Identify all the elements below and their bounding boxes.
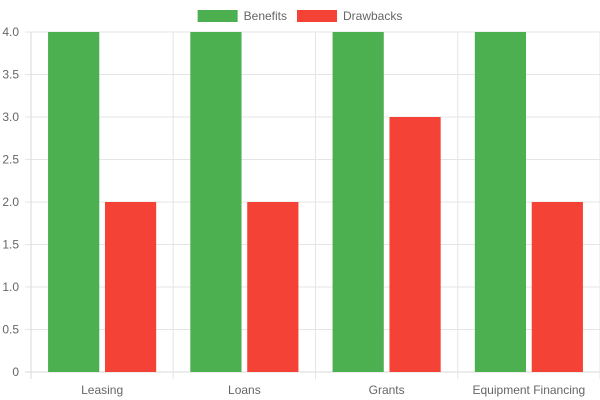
x-tick-label: Leasing xyxy=(81,383,123,397)
bar-drawbacks-loans[interactable] xyxy=(247,202,299,372)
legend-label-drawbacks: Drawbacks xyxy=(343,9,402,23)
y-tick-label: 4.0 xyxy=(2,25,19,39)
legend-item-drawbacks[interactable]: Drawbacks xyxy=(297,9,402,23)
y-tick-label: 3.0 xyxy=(2,110,19,124)
bars xyxy=(48,32,583,372)
legend[interactable]: Benefits Drawbacks xyxy=(197,9,403,23)
legend-swatch-benefits xyxy=(197,10,238,22)
x-tick-label: Grants xyxy=(369,383,405,397)
legend-swatch-drawbacks xyxy=(297,10,337,22)
x-tick-label: Equipment Financing xyxy=(473,383,586,397)
y-tick-label: 1.5 xyxy=(2,238,19,252)
x-tick-label: Loans xyxy=(228,383,261,397)
bar-benefits-loans[interactable] xyxy=(190,32,242,372)
y-tick-label: 3.5 xyxy=(2,68,19,82)
legend-label-benefits: Benefits xyxy=(244,9,287,23)
bar-benefits-leasing[interactable] xyxy=(48,32,100,372)
bar-benefits-equipment-financing[interactable] xyxy=(474,32,527,372)
bar-drawbacks-leasing[interactable] xyxy=(104,202,157,372)
bar-drawbacks-grants[interactable] xyxy=(389,117,441,372)
y-tick-label: 1.0 xyxy=(2,280,19,294)
y-tick-label: 2.5 xyxy=(2,153,19,167)
axes: 0 0.5 1.0 1.5 2.0 2.5 3.0 3.5 4.0 Leasing Loans Gra… xyxy=(2,25,585,397)
bar-benefits-grants[interactable] xyxy=(332,32,384,372)
y-tick-label: 0 xyxy=(12,365,19,379)
legend-item-benefits[interactable]: Benefits xyxy=(197,9,287,23)
y-tick-label: 2.0 xyxy=(2,195,19,209)
y-tick-label: 0.5 xyxy=(2,323,19,337)
bar-drawbacks-equipment-financing[interactable] xyxy=(531,202,583,372)
